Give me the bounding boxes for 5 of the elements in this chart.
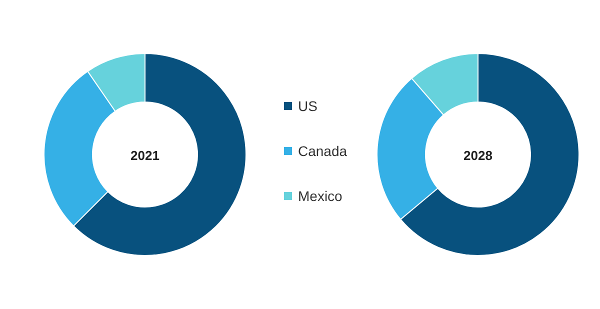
legend-label: US: [298, 98, 318, 114]
legend-label: Mexico: [298, 188, 342, 204]
slice-label: 2028: [464, 148, 492, 164]
slice-label: 2021: [130, 148, 160, 164]
legend-label: Canada: [298, 142, 348, 158]
